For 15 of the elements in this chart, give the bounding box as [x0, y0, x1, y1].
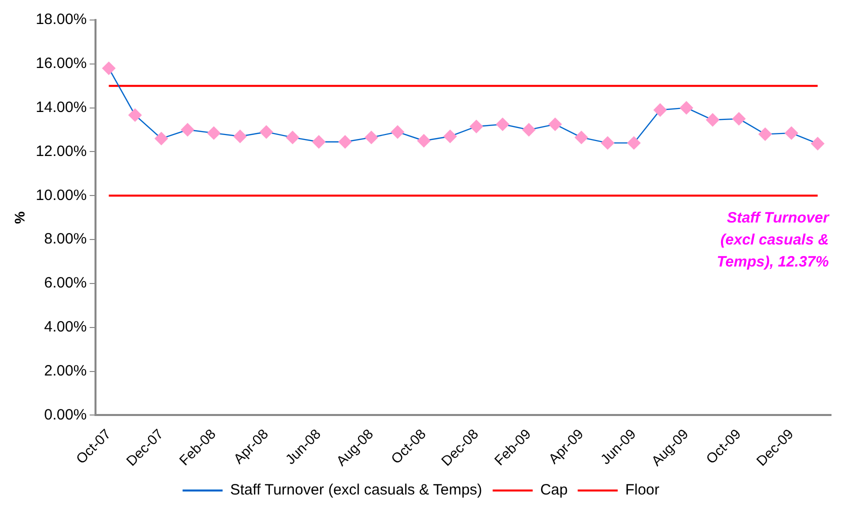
y-tick-label: 18.00% [36, 11, 87, 28]
y-tick-label: 2.00% [44, 362, 87, 380]
y-tick-label: 16.00% [36, 55, 87, 72]
y-tick-label: 8.00% [44, 230, 87, 248]
y-tick-label: 0.00% [44, 406, 87, 424]
y-tick-label: 10.00% [36, 186, 87, 204]
y-tick-label: 14.00% [36, 98, 87, 116]
legend-label: Floor [625, 482, 660, 499]
annotation: Staff Turnover (excl casuals & Temps), 12.37% [716, 210, 830, 271]
y-tick-label: 6.00% [44, 274, 87, 292]
legend-label: Staff Turnover (excl casuals & Temps) [230, 482, 482, 499]
legend-label: Cap [540, 482, 568, 499]
y-tick-label: 4.00% [44, 318, 87, 336]
y-axis-title: % [11, 210, 28, 224]
y-tick-label: 12.00% [36, 142, 87, 160]
